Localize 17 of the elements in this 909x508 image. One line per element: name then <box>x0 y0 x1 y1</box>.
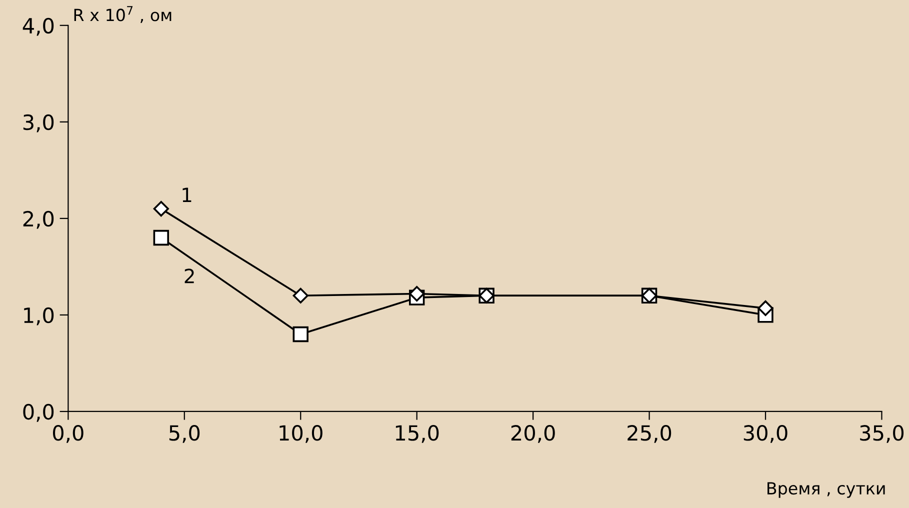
y-tick-label: 4,0 <box>22 18 54 36</box>
x-tick-label: 25,0 <box>628 425 672 443</box>
y-tick-label: 1,0 <box>24 307 54 326</box>
y-tick-label: 0,0 <box>23 404 54 422</box>
y-axis-title: R x 10$^{7}$ , ом <box>74 6 172 23</box>
x-axis-title: Время , сутки <box>768 482 885 498</box>
y-tick-label: 3,0 <box>23 114 54 132</box>
x-tick-label: 35,0 <box>860 425 904 443</box>
series-label: 2 <box>184 268 194 284</box>
series-label: 1 <box>182 188 192 202</box>
x-tick-label: 15,0 <box>396 425 439 443</box>
x-tick-label: 30,0 <box>744 425 788 443</box>
x-tick-label: 0,0 <box>52 425 84 443</box>
x-tick-label: 10,0 <box>280 425 322 443</box>
x-tick-label: 20,0 <box>511 425 555 443</box>
y-tick-label: 2,0 <box>23 210 54 229</box>
x-tick-label: 5,0 <box>169 425 200 443</box>
